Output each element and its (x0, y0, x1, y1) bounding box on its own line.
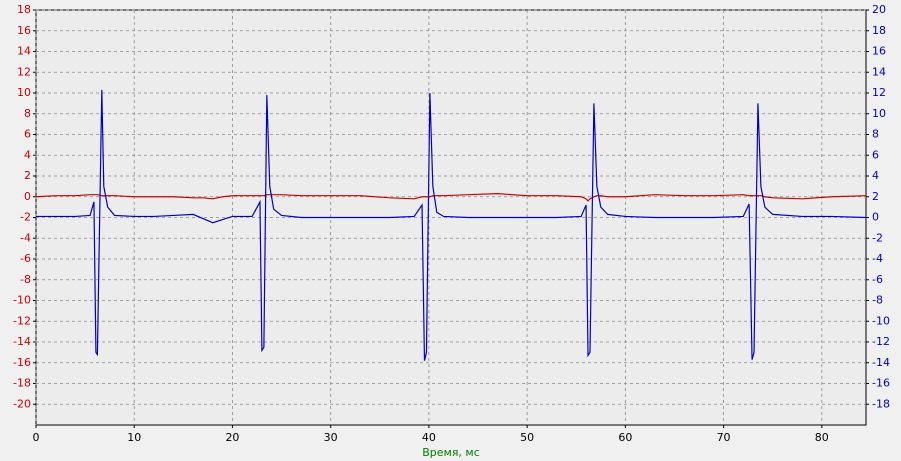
y2-tick-label: -14 (872, 356, 890, 369)
y-tick-label: -2 (20, 211, 31, 224)
y-tick-label: 10 (17, 86, 31, 99)
y2-tick-label: -4 (872, 252, 883, 265)
y-tick-label: -10 (13, 294, 31, 307)
y2-tick-label: 0 (872, 211, 879, 224)
y-tick-label: -20 (13, 397, 31, 410)
y-tick-label: -12 (13, 314, 31, 327)
x-tick-label: 10 (127, 431, 141, 444)
y2-tick-label: -12 (872, 335, 890, 348)
y2-tick-label: -2 (872, 231, 883, 244)
y2-tick-label: 18 (872, 24, 886, 37)
y-tick-label: -6 (20, 252, 31, 265)
y2-tick-label: -8 (872, 294, 883, 307)
x-tick-label: 60 (618, 431, 632, 444)
y2-tick-label: -10 (872, 314, 890, 327)
y2-tick-label: 16 (872, 45, 886, 58)
y-tick-label: 14 (17, 45, 31, 58)
y-tick-label: 6 (24, 128, 31, 141)
y2-tick-label: 6 (872, 148, 879, 161)
y2-tick-label: 20 (872, 3, 886, 16)
y-tick-label: -4 (20, 231, 31, 244)
x-tick-label: 70 (717, 431, 731, 444)
y-tick-label: 0 (24, 190, 31, 203)
x-tick-label: 80 (815, 431, 829, 444)
series-line (36, 89, 867, 361)
y2-tick-label: 12 (872, 86, 886, 99)
y2-tick-label: 10 (872, 107, 886, 120)
y2-tick-label: -18 (872, 397, 890, 410)
y-tick-label: -8 (20, 273, 31, 286)
y-tick-label: 2 (24, 169, 31, 182)
x-axis-label: Время, мс (422, 446, 480, 459)
y-tick-label: -14 (13, 335, 31, 348)
x-tick-label: 40 (422, 431, 436, 444)
y2-tick-label: 2 (872, 190, 879, 203)
x-tick-label: 30 (324, 431, 338, 444)
y-tick-label: 8 (24, 107, 31, 120)
x-tick-label: 0 (33, 431, 40, 444)
y-tick-label: 18 (17, 3, 31, 16)
y-tick-label: 12 (17, 65, 31, 78)
y-tick-label: -18 (13, 377, 31, 390)
y2-tick-label: 4 (872, 169, 879, 182)
y2-tick-label: -16 (872, 377, 890, 390)
y-tick-label: -16 (13, 356, 31, 369)
series-line (35, 193, 867, 202)
x-tick-label: 50 (520, 431, 534, 444)
y-tick-label: 4 (24, 148, 31, 161)
y-tick-label: 16 (17, 24, 31, 37)
y2-tick-label: -6 (872, 273, 883, 286)
y2-tick-label: 14 (872, 65, 886, 78)
x-tick-label: 20 (225, 431, 239, 444)
y2-tick-label: 8 (872, 128, 879, 141)
